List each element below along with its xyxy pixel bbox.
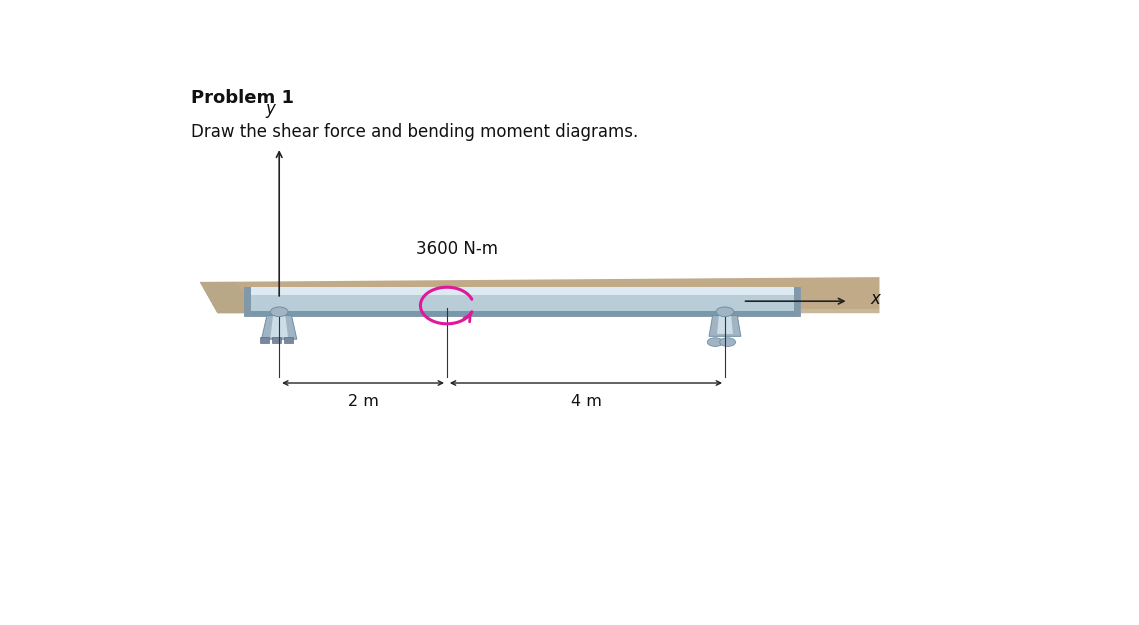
Circle shape [720,338,736,346]
Text: 2 m: 2 m [347,394,378,409]
Bar [244,287,800,316]
Bar [285,338,294,343]
Polygon shape [262,316,297,339]
Polygon shape [218,309,879,313]
Polygon shape [199,277,879,313]
Text: 3600 N-m: 3600 N-m [416,240,498,258]
Bar [244,287,251,316]
Bar [794,287,800,316]
Polygon shape [199,282,262,313]
Circle shape [270,307,288,317]
Polygon shape [718,316,732,334]
Text: Problem 1: Problem 1 [191,89,294,107]
Circle shape [716,307,734,317]
Bar [272,338,281,343]
Text: Draw the shear force and bending moment diagrams.: Draw the shear force and bending moment … [191,123,638,141]
Polygon shape [710,316,740,336]
Text: y: y [265,100,276,118]
Text: 4 m: 4 m [571,394,601,409]
Bar [244,287,800,295]
Bar [244,311,800,316]
Circle shape [707,338,723,346]
Text: x: x [870,290,880,308]
Bar [260,338,269,343]
Polygon shape [270,316,288,338]
